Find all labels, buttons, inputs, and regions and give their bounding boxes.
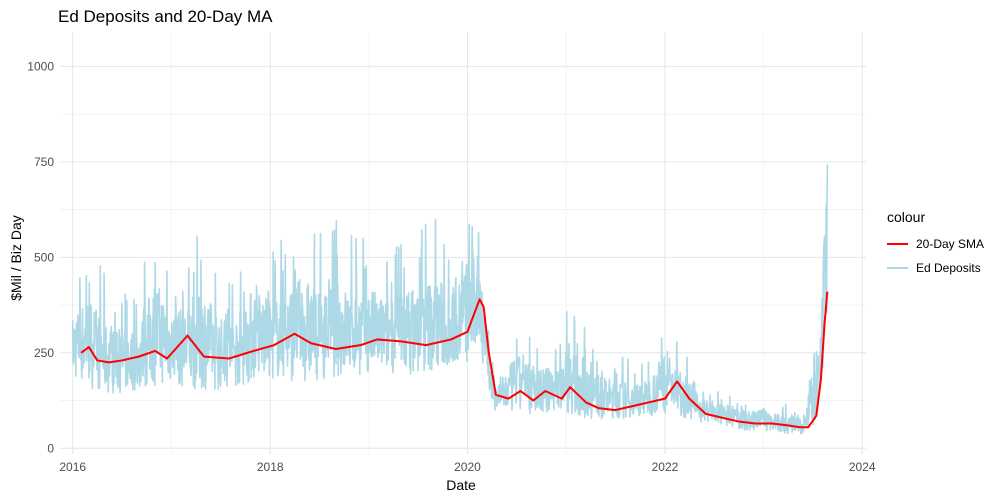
- series-line-ed-deposits: [71, 164, 829, 435]
- y-axis: 0 250 500 750 1000: [27, 59, 54, 455]
- legend-title: colour: [887, 209, 925, 225]
- series-layer: [71, 164, 829, 435]
- grid-layer: [60, 32, 866, 454]
- y-tick-label: 500: [34, 250, 54, 264]
- x-tick-label: 2016: [59, 460, 86, 474]
- legend: colour 20-Day SMA Ed Deposits: [887, 209, 984, 275]
- y-axis-title: $Mil / Biz Day: [8, 215, 24, 301]
- x-tick-label: 2020: [454, 460, 481, 474]
- x-axis-title: Date: [446, 477, 476, 493]
- legend-label-sma: 20-Day SMA: [916, 237, 984, 251]
- legend-label-deposits: Ed Deposits: [916, 261, 981, 275]
- x-tick-label: 2022: [652, 460, 679, 474]
- chart-title: Ed Deposits and 20-Day MA: [58, 7, 273, 26]
- x-tick-label: 2018: [257, 460, 284, 474]
- series-line-20-day-sma: [80, 291, 829, 429]
- y-tick-label: 750: [34, 155, 54, 169]
- x-tick-label: 2024: [849, 460, 876, 474]
- x-axis: 2016 2018 2020 2022 2024: [59, 460, 876, 474]
- y-tick-label: 1000: [27, 59, 54, 73]
- y-tick-label: 250: [34, 346, 54, 360]
- y-tick-label: 0: [47, 441, 54, 455]
